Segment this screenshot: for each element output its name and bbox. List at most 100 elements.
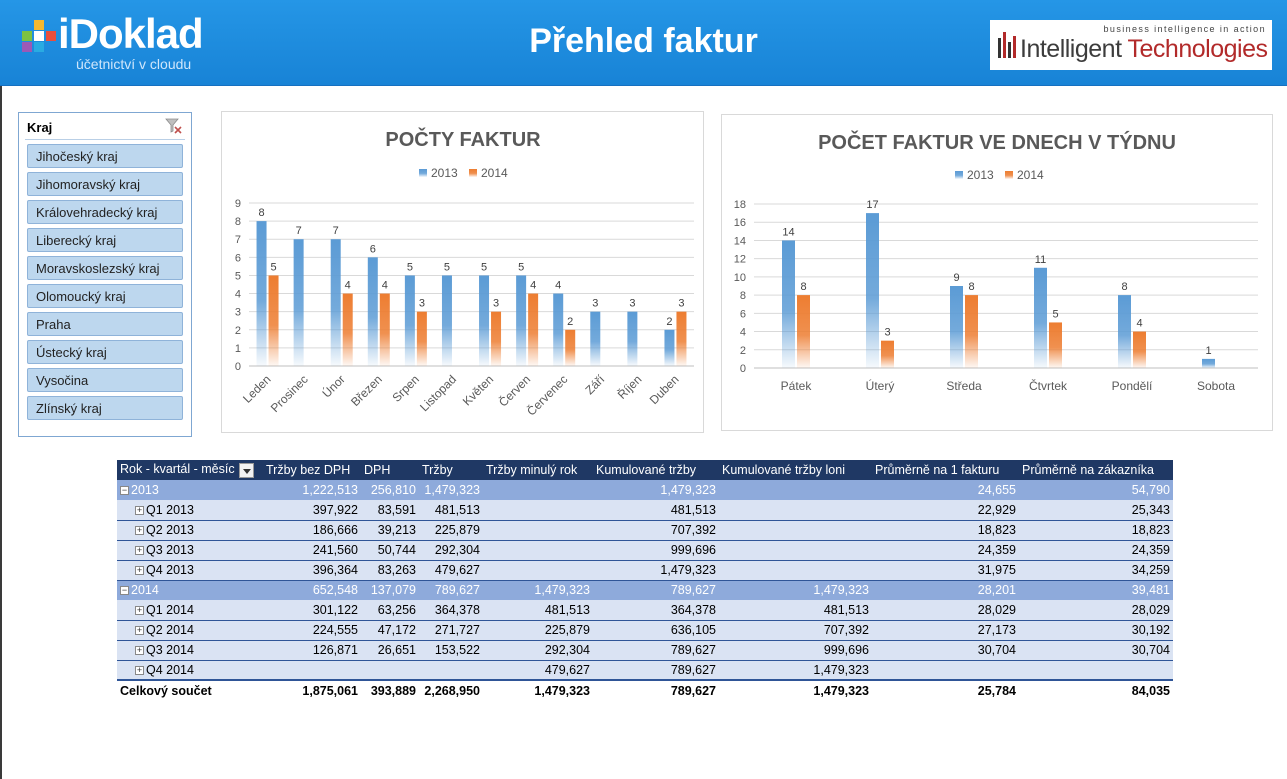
value-text: 63,256 (377, 602, 416, 617)
value-cell: 789,627 (593, 679, 719, 701)
value-text: 481,513 (670, 502, 716, 517)
value-text: 31,975 (977, 563, 1016, 577)
value-cell (872, 660, 1019, 681)
value-cell (263, 660, 361, 681)
value-text: 28,201 (977, 583, 1016, 598)
header-label: Kumulované tržby (596, 463, 697, 477)
header-label: Tržby (422, 463, 453, 477)
value-cell: 364,378 (593, 600, 719, 621)
expand-icon[interactable]: + (135, 565, 144, 576)
value-text: 789,627 (670, 684, 716, 698)
bar-2013 (782, 240, 795, 368)
value-text: 26,651 (377, 643, 416, 657)
data-label: 5 (1052, 308, 1058, 320)
value-cell: 1,479,323 (719, 580, 872, 600)
slicer-item[interactable]: Jihomoravský kraj (27, 172, 183, 196)
collapse-icon[interactable]: − (120, 585, 129, 596)
row-field-header[interactable]: Rok - kvartál - měsíc (117, 460, 263, 480)
value-cell: 153,522 (419, 640, 483, 661)
slicer-item[interactable]: Královehradecký kraj (27, 200, 183, 224)
clear-filter-icon[interactable] (165, 118, 183, 134)
year-row: −2013 1,222,513 256,810 1,479,323 1,479,323 2… (117, 480, 1173, 500)
slicer-item[interactable]: Olomoucký kraj (27, 284, 183, 308)
value-text: 27,173 (977, 623, 1016, 637)
filter-dropdown-icon[interactable] (238, 462, 254, 478)
x-tick-label: Květen (460, 372, 496, 408)
value-cell: 50,744 (361, 540, 419, 561)
value-cell: 301,122 (263, 600, 361, 621)
value-cell (483, 480, 593, 500)
value-text: 364,378 (670, 602, 716, 617)
legend-label: 2014 (481, 166, 508, 180)
data-label: 17 (866, 199, 878, 211)
value-cell (1019, 660, 1173, 681)
y-tick-label: 0 (235, 361, 241, 373)
bar-2014 (379, 293, 390, 366)
slicer-item[interactable]: Praha (27, 312, 183, 336)
data-label: 9 (953, 272, 959, 284)
column-header: Kumulované tržby (593, 460, 719, 480)
y-tick-label: 4 (740, 327, 746, 339)
value-cell: 1,479,323 (593, 480, 719, 500)
slicer-divider (25, 139, 185, 140)
value-text: 479,627 (434, 563, 480, 577)
slicer-item[interactable]: Liberecký kraj (27, 228, 183, 252)
header-bar: iDoklad účetnictví v cloudu Přehled fakt… (0, 0, 1287, 86)
value-text: 292,304 (544, 643, 590, 657)
x-tick-label: Duben (647, 372, 682, 407)
data-label: 3 (884, 327, 890, 339)
value-text: 481,513 (434, 502, 480, 517)
slicer-item[interactable]: Jihočeský kraj (27, 144, 183, 168)
expand-icon[interactable]: + (135, 604, 144, 615)
value-text: 25,343 (1131, 502, 1170, 517)
bar-2013 (367, 257, 378, 366)
header-label: Průměrně na 1 fakturu (875, 463, 1000, 477)
value-cell: 999,696 (719, 640, 872, 661)
slicer-item[interactable]: Vysočina (27, 368, 183, 392)
value-cell: 789,627 (419, 580, 483, 600)
bar-2013 (441, 275, 452, 366)
y-tick-label: 0 (740, 363, 746, 375)
value-text: 225,879 (434, 523, 480, 537)
bar-2014 (565, 329, 576, 366)
column-header: Tržby (419, 460, 483, 480)
collapse-icon[interactable]: − (120, 485, 129, 496)
expand-icon[interactable]: + (135, 645, 144, 656)
expand-icon[interactable]: + (135, 664, 144, 675)
slicer-item[interactable]: Zlínský kraj (27, 396, 183, 420)
bar-2013 (479, 275, 490, 366)
value-text: 22,929 (977, 502, 1016, 517)
data-label: 3 (419, 298, 425, 310)
data-label: 4 (1136, 318, 1142, 330)
value-text: 50,744 (377, 543, 416, 557)
expand-icon[interactable]: + (135, 625, 144, 636)
data-label: 5 (444, 261, 450, 273)
value-text: 393,889 (370, 684, 416, 698)
slicer-item[interactable]: Moravskoslezský kraj (27, 256, 183, 280)
bar-2013 (866, 213, 879, 368)
expand-icon[interactable]: + (135, 545, 144, 556)
row-label-text: Q1 2013 (146, 502, 194, 517)
row-label: Celkový součet (117, 679, 263, 701)
bar-2014 (1049, 322, 1062, 368)
value-cell: 789,627 (593, 660, 719, 681)
slicer-item[interactable]: Ústecký kraj (27, 340, 183, 364)
partner-name-2: Technologies (1127, 35, 1268, 63)
value-cell (483, 500, 593, 521)
expand-icon[interactable]: + (135, 504, 144, 515)
row-label: + Q1 2014 (117, 600, 263, 621)
value-cell: 137,079 (361, 580, 419, 600)
expand-icon[interactable]: + (135, 525, 144, 536)
value-cell: 364,378 (419, 600, 483, 621)
value-cell: 25,343 (1019, 500, 1173, 521)
bar-2014 (268, 275, 279, 366)
value-text: 30,704 (977, 643, 1016, 657)
value-text: 1,222,513 (302, 483, 358, 497)
row-label: −2014 (117, 580, 263, 600)
value-cell: 707,392 (719, 620, 872, 641)
data-label: 4 (530, 280, 536, 292)
value-cell (419, 660, 483, 681)
value-cell (483, 540, 593, 561)
partner-tagline: business intelligence in action (1103, 24, 1266, 34)
value-cell: 292,304 (419, 540, 483, 561)
